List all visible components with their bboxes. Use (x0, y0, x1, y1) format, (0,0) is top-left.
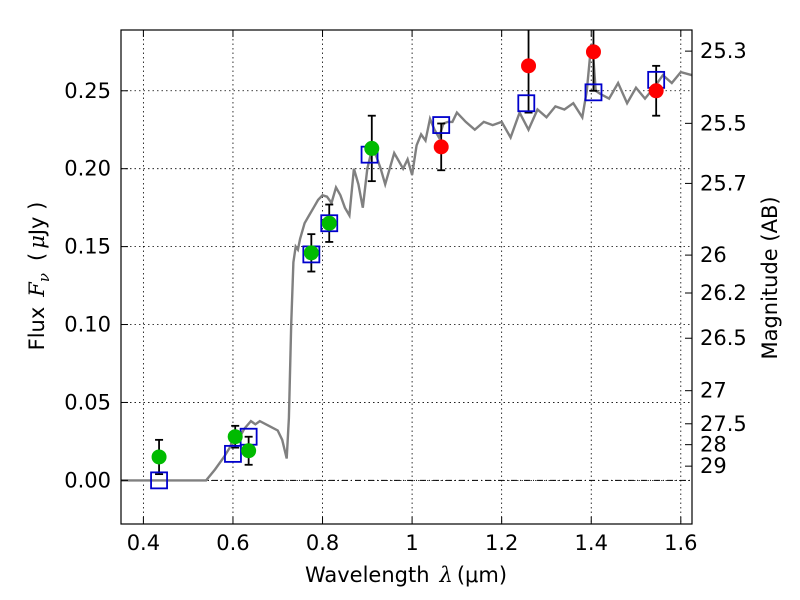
x-tick-label: 1.2 (485, 531, 518, 555)
y-tick-label: 0.05 (64, 390, 111, 414)
y-tick-label: 0.25 (64, 79, 111, 103)
observed-flux-point (227, 429, 243, 445)
y2-tick-label: 27.5 (700, 412, 747, 436)
x-tick-label: 1 (405, 531, 418, 555)
axis-ticks: 0.4 0.6 0.8 1 1.2 1.4 1.6 0.00 0.05 0.10 0.15 0.20 0… (64, 30, 747, 555)
model-band-square (517, 94, 536, 113)
observed-flux-point (585, 44, 601, 60)
observed-flux-point (241, 443, 257, 459)
y-tick-label: 0.20 (64, 157, 111, 181)
x-axis-label: Wavelength λ (μm) (305, 563, 507, 587)
y-tick-label: 0.00 (64, 468, 111, 492)
y2-tick-label: 27 (700, 379, 727, 403)
model-band-square (320, 214, 339, 233)
observed-flux-point (433, 139, 449, 155)
model-band-square (584, 83, 603, 102)
x-tick-label: 0.6 (216, 531, 249, 555)
observed-flux-point (151, 449, 167, 465)
y2-tick-label: 28 (700, 433, 727, 457)
y2-tick-label: 26.2 (700, 281, 747, 305)
x-tick-label: 1.6 (664, 531, 697, 555)
model-band-square (224, 444, 242, 463)
observed-flux-point (364, 140, 380, 156)
x-tick-label: 0.8 (306, 531, 339, 555)
y2-tick-label: 25.5 (700, 111, 747, 135)
error-bars (155, 30, 661, 476)
y2-tick-label: 25.7 (700, 171, 747, 195)
model-spectrum-line (121, 43, 693, 482)
observed-flux-point (521, 58, 537, 74)
model-band-square (150, 471, 168, 490)
y2-axis-label: Magnitude (AB) (758, 196, 782, 359)
y2-tick-label: 26.5 (700, 326, 747, 350)
model-band-square (432, 116, 451, 134)
y2-tick-label: 25.3 (700, 39, 747, 63)
x-tick-label: 0.4 (127, 531, 160, 555)
x-tick-label: 1.4 (575, 531, 608, 555)
observed-flux-point (321, 215, 337, 231)
y-axis-label: FluxFν(μJy ) (25, 202, 53, 351)
plot-frame (120, 29, 693, 525)
data-markers (150, 44, 666, 490)
observed-flux-point (303, 245, 319, 261)
grid (121, 30, 692, 524)
observed-flux-point (648, 83, 664, 99)
y-tick-label: 0.10 (64, 313, 111, 337)
y-tick-label: 0.15 (64, 235, 111, 259)
y2-tick-label: 29 (700, 454, 727, 478)
y2-tick-label: 26 (700, 243, 727, 267)
